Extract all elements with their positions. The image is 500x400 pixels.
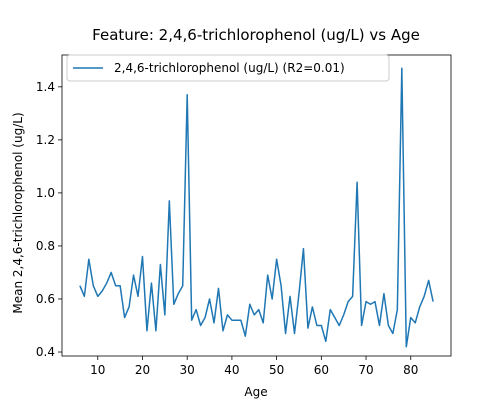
y-tick-label: 1.2: [36, 133, 55, 147]
legend-box: [66, 54, 390, 82]
x-tick-label: 80: [403, 363, 418, 377]
plot-area: 10 20 30 40 50 60 70 80 0.4 0.6 0.8 1.0 1.2 1.4: [36, 54, 452, 377]
legend-label: 2,4,6-trichlorophenol (ug/L) (R2=0.01): [114, 61, 345, 75]
x-tick-label: 20: [135, 363, 150, 377]
chart-title: Feature: 2,4,6-trichlorophenol (ug/L) vs…: [92, 26, 420, 44]
x-axis: 10 20 30 40 50 60 70 80: [90, 356, 418, 377]
x-tick-label: 10: [90, 363, 105, 377]
x-axis-label: Age: [244, 385, 267, 399]
y-axis-label: Mean 2,4,6-trichlorophenol (ug/L): [11, 112, 25, 313]
series-line: [79, 67, 434, 348]
y-axis: 0.4 0.6 0.8 1.0 1.2 1.4: [36, 80, 62, 359]
y-tick-label: 0.4: [36, 345, 55, 359]
y-tick-label: 0.6: [36, 292, 55, 306]
x-tick-label: 40: [224, 363, 239, 377]
x-tick-label: 50: [269, 363, 284, 377]
x-tick-label: 30: [180, 363, 195, 377]
y-tick-label: 1.0: [36, 186, 55, 200]
plot-frame: [61, 54, 452, 357]
x-tick-label: 60: [314, 363, 329, 377]
y-tick-label: 0.8: [36, 239, 55, 253]
y-tick-label: 1.4: [36, 80, 55, 94]
legend: 2,4,6-trichlorophenol (ug/L) (R2=0.01): [66, 54, 390, 82]
x-tick-label: 70: [358, 363, 373, 377]
